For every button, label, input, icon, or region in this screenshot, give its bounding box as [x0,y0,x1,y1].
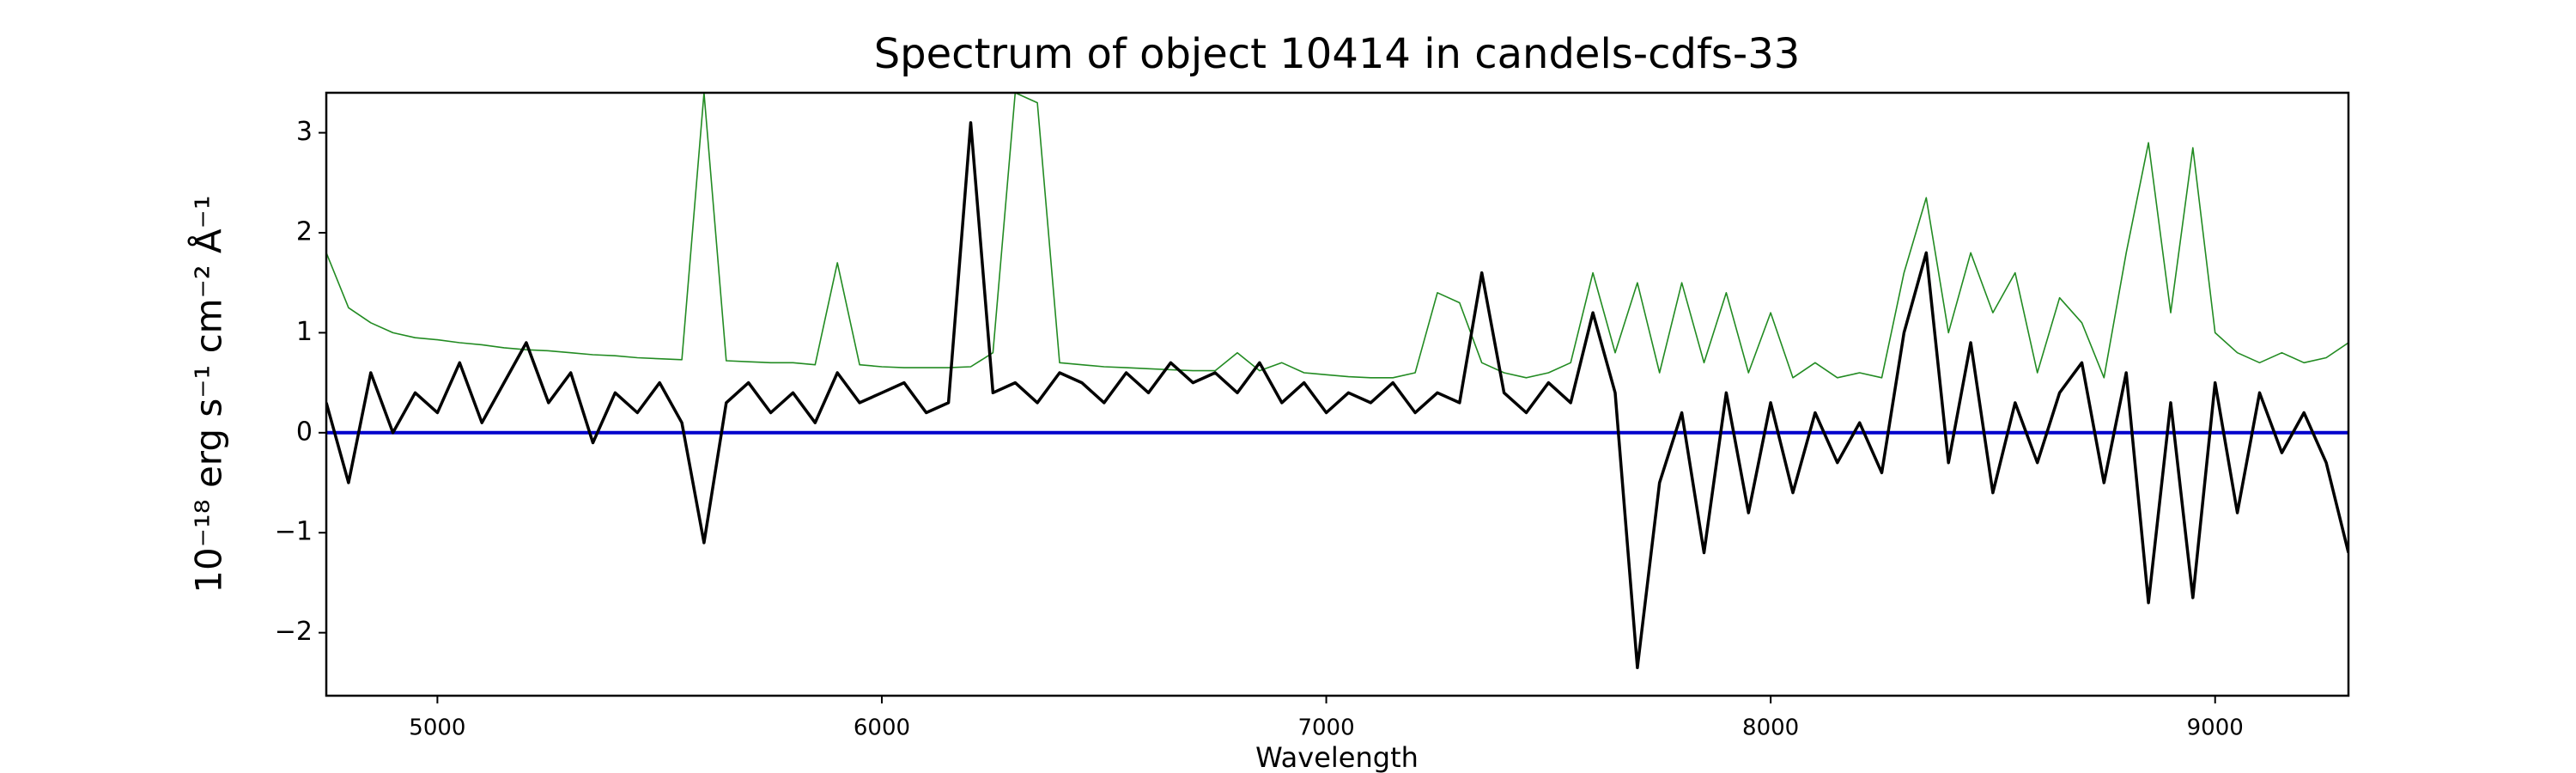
y-tick-label: 2 [296,216,313,247]
chart-title: Spectrum of object 10414 in candels-cdfs… [874,30,1801,78]
x-tick-label: 8000 [1742,715,1799,741]
y-tick-label: −2 [275,617,313,647]
x-tick-label: 6000 [854,715,910,741]
x-tick-label: 9000 [2187,715,2244,741]
y-tick-label: 3 [296,117,313,147]
axes-frame [325,91,2350,697]
y-tick-label: −1 [275,517,313,547]
x-axis-label: Wavelength [1255,741,1419,773]
plot-area [326,93,2348,670]
y-axis-label: 10⁻¹⁸ erg s⁻¹ cm⁻² Å⁻¹ [187,195,230,593]
y-tick-label: 1 [296,317,313,347]
y-tick-label: 0 [296,417,313,447]
spectrum-line [326,121,2348,670]
x-tick-label: 5000 [409,715,465,741]
spectrum-line [326,93,2348,379]
x-tick-label: 7000 [1297,715,1354,741]
